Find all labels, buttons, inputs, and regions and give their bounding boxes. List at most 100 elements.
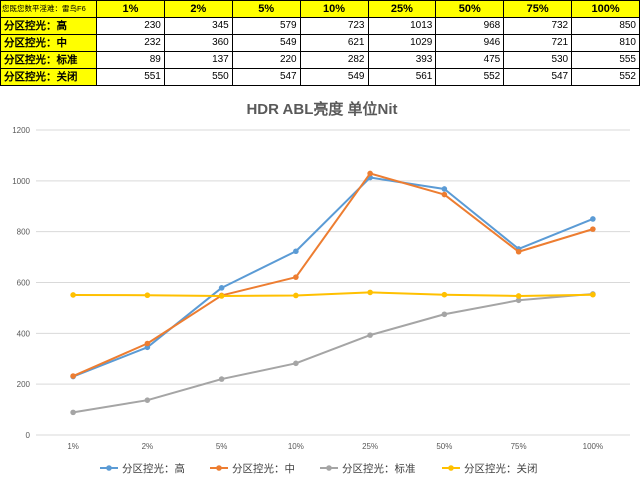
table-header-cell: 2%: [163, 0, 233, 18]
abl-line-chart: HDR ABL亮度 单位Nit 0 200 400 600 800 1000 1200 1%…: [12, 100, 630, 475]
x-tick-label: 100%: [583, 442, 603, 451]
table-header-cell: 25%: [367, 0, 437, 18]
x-tick-label: 25%: [362, 442, 378, 451]
table-header-cell: 50%: [435, 0, 505, 18]
table-cell: 475: [435, 51, 505, 69]
table-cell: 137: [163, 51, 233, 69]
table-header-row: 您既您数平淫难：雷鸟F6 1% 2% 5% 10% 25% 50% 75% 100%: [0, 0, 640, 18]
data-point: [70, 409, 76, 416]
table-row: 分区控光：关闭 551 550 547 549 561 552 547 552: [0, 68, 640, 86]
table-cell: 721: [503, 34, 573, 52]
series-line: [72, 172, 594, 377]
data-point: [441, 191, 448, 198]
y-axis-ticks: 0 200 400 600 800 1000 1200: [12, 126, 30, 440]
series-2: [70, 291, 596, 416]
legend-marker: [216, 465, 222, 471]
data-point: [293, 360, 299, 367]
legend-item: 分区控光：中: [210, 462, 295, 475]
table-cell: 850: [571, 17, 640, 35]
data-point: [367, 170, 373, 177]
table-cell: 220: [231, 51, 301, 69]
chart-series: [70, 170, 596, 416]
table-header-cell: 1%: [96, 0, 165, 18]
table-header-cell: 100%: [571, 0, 640, 18]
data-point: [70, 373, 76, 379]
chart-title: HDR ABL亮度 单位Nit: [246, 100, 397, 118]
table-corner-cell: 您既您数平淫难：雷鸟F6: [0, 0, 97, 18]
data-point: [590, 216, 596, 222]
table-cell: 547: [231, 68, 301, 86]
y-tick-label: 600: [17, 279, 31, 288]
table-cell: 282: [299, 51, 369, 69]
legend-item: 分区控光：高: [100, 462, 185, 475]
data-point: [293, 292, 299, 299]
legend-label: 分区控光：标准: [342, 462, 416, 475]
data-point: [590, 226, 596, 232]
data-table-body: 您既您数平淫难：雷鸟F6 1% 2% 5% 10% 25% 50% 75% 100% 分区控光…: [0, 0, 640, 86]
table-cell: 946: [435, 34, 505, 52]
chart-gridlines: [36, 129, 630, 436]
table-row-label: 分区控光：高: [0, 17, 97, 35]
table-cell: 549: [231, 34, 301, 52]
data-point: [218, 376, 225, 382]
x-tick-label: 50%: [436, 442, 452, 451]
data-table: 您既您数平淫难：雷鸟F6 1% 2% 5% 10% 25% 50% 75% 100% 分区控光…: [0, 0, 640, 86]
legend-marker: [326, 465, 332, 471]
table-cell: 551: [96, 68, 165, 86]
data-point: [441, 311, 448, 318]
x-tick-label: 5%: [216, 442, 228, 451]
table-cell: 345: [163, 17, 233, 35]
legend-label: 分区控光：关闭: [464, 462, 538, 475]
data-point: [293, 248, 299, 255]
legend-item: 分区控光：关闭: [442, 462, 538, 475]
series-3: [70, 289, 596, 299]
table-cell: 530: [503, 51, 573, 69]
table-cell: 810: [571, 34, 640, 52]
series-line: [73, 291, 593, 297]
y-tick-label: 200: [17, 380, 31, 389]
data-point: [218, 285, 225, 291]
table-cell: 547: [503, 68, 573, 86]
y-tick-label: 1000: [12, 177, 30, 186]
table-cell: 621: [299, 34, 369, 52]
legend-label: 分区控光：高: [122, 462, 185, 475]
table-cell: 1029: [367, 34, 437, 52]
series-line: [72, 176, 594, 378]
table-cell: 230: [96, 17, 165, 35]
data-point: [441, 186, 448, 192]
table-cell: 552: [571, 68, 640, 86]
x-tick-label: 2%: [142, 442, 154, 451]
table-header-cell: 75%: [503, 0, 573, 18]
table-cell: 232: [96, 34, 165, 52]
y-tick-label: 0: [26, 431, 31, 440]
x-tick-label: 1%: [67, 442, 79, 451]
y-tick-label: 1200: [12, 126, 30, 135]
x-tick-label: 10%: [288, 442, 304, 451]
table-cell: 549: [299, 68, 369, 86]
data-point: [70, 292, 76, 298]
data-point: [367, 332, 373, 338]
table-cell: 555: [571, 51, 640, 69]
legend-marker: [448, 465, 454, 471]
table-row: 分区控光：标准 89 137 220 282 393 475 530 555: [0, 51, 640, 69]
table-row: 分区控光：高 230 345 579 723 1013 968 732 850: [0, 17, 640, 35]
table-cell: 393: [367, 51, 437, 69]
legend-label: 分区控光：中: [232, 462, 295, 475]
data-point: [515, 293, 522, 299]
table-cell: 550: [163, 68, 233, 86]
legend-marker: [106, 465, 112, 471]
data-point: [144, 397, 151, 403]
table-cell: 579: [231, 17, 301, 35]
data-point: [367, 289, 373, 296]
table-row-label: 分区控光：中: [0, 34, 97, 52]
data-point: [218, 293, 225, 299]
y-tick-label: 400: [17, 329, 31, 338]
table-cell: 552: [435, 68, 505, 86]
table-cell: 732: [503, 17, 573, 35]
table-cell: 360: [163, 34, 233, 52]
table-cell: 1013: [367, 17, 437, 35]
table-header-cell: 5%: [231, 0, 301, 18]
data-point: [515, 297, 522, 304]
y-tick-label: 800: [17, 228, 31, 237]
series-line: [72, 292, 593, 414]
